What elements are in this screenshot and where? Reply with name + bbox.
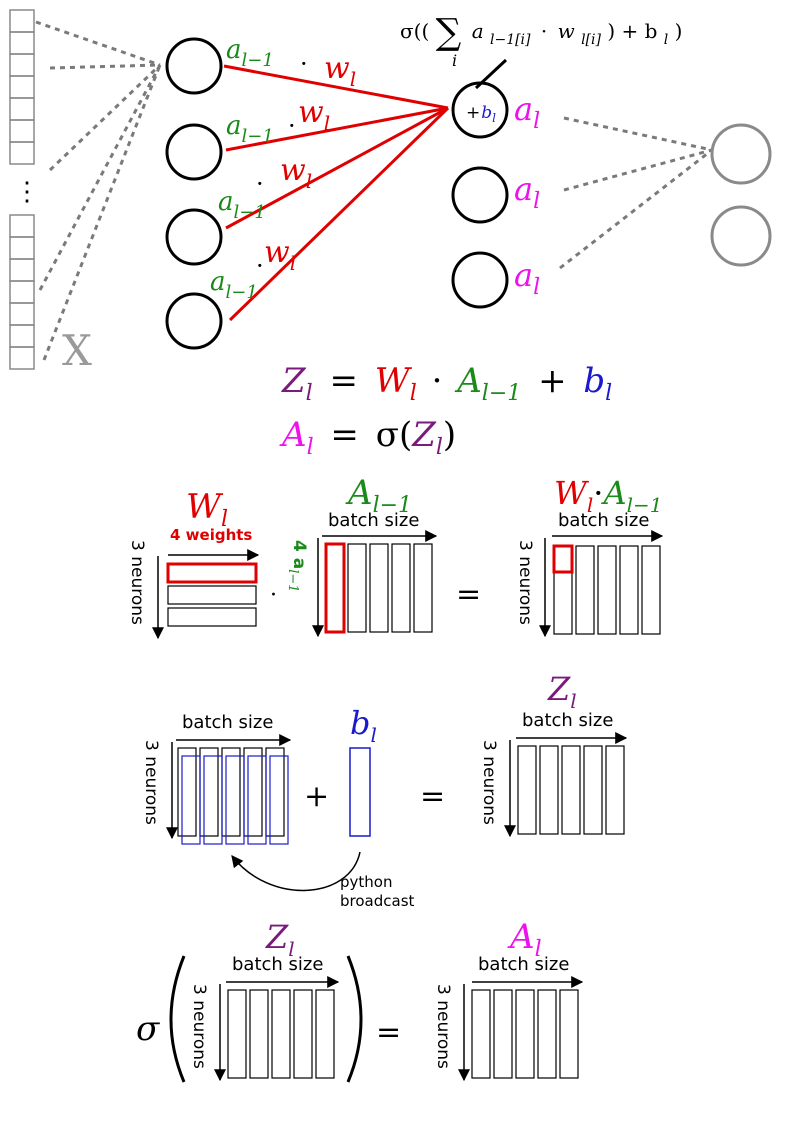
hidden-neurons-current: +bl al al al	[451, 81, 540, 309]
act-z-columns	[227, 989, 335, 1079]
w-label-1: wl	[324, 51, 356, 91]
bias-plus: +	[304, 779, 329, 814]
bias-add-section: batch size 3 neurons + bl = Zl batch siz…	[141, 670, 628, 910]
w-label-4: wl	[264, 235, 296, 275]
w-row-3	[167, 607, 257, 627]
sigma-symbol: σ	[136, 1009, 160, 1049]
w-row-2	[167, 585, 257, 605]
a-matrix-label: Al−1	[345, 473, 412, 518]
hidden-neurons-prev	[165, 37, 223, 350]
act-z-label: Zl	[265, 918, 295, 961]
a-batch-label: batch size	[328, 510, 419, 531]
bias-neurons-label: 3 neurons	[141, 740, 161, 825]
bias-vector	[349, 747, 371, 837]
a-col-3	[369, 543, 389, 633]
input-cells-top	[9, 9, 35, 165]
input-ellipsis: ⋮	[14, 177, 40, 207]
output-connections	[559, 116, 713, 270]
matmul-dot: ·	[270, 583, 277, 608]
neuron-prev-2	[165, 123, 223, 181]
act-a-neurons-label: 3 neurons	[433, 984, 453, 1069]
output-neuron-2	[710, 205, 772, 267]
input-cells-bottom	[9, 214, 35, 370]
right-paren	[346, 955, 363, 1083]
result-neurons-label: 3 neurons	[515, 540, 535, 625]
matmul-equals: =	[456, 577, 481, 612]
input-connections	[35, 20, 162, 361]
act-a-label: Al	[507, 917, 542, 962]
output-neuron-1	[710, 123, 772, 185]
sum-index: i	[452, 51, 457, 70]
activation-section: σ Zl batch size 3 neurons = Al batch siz…	[136, 917, 584, 1083]
neuron-bias-label: +bl	[466, 103, 496, 125]
neuron-prev-3	[165, 208, 223, 266]
act-a-columns	[471, 989, 579, 1079]
sigma-formula: σ(( ∑ a l−1[i] · w l[i] ) + b l )	[400, 12, 682, 53]
broadcast-arrow	[231, 851, 361, 892]
broadcast-bias-columns	[181, 755, 289, 845]
w-matrix-label: Wl	[186, 487, 228, 532]
a-prev-label-1: al−1	[226, 35, 274, 71]
dot-1: ·	[300, 50, 308, 78]
z-neurons-label: 3 neurons	[479, 740, 499, 825]
result-col-3	[597, 545, 617, 635]
equation-a: Al = σ(Zl)	[279, 415, 456, 463]
act-z-neurons-label: 3 neurons	[189, 984, 209, 1069]
dot-4: ·	[256, 252, 264, 280]
output-neurons	[710, 123, 772, 267]
weight-connections	[223, 64, 450, 322]
z-result-label: Zl	[547, 670, 577, 713]
dot-2: ·	[288, 112, 296, 140]
result-col-5	[641, 545, 661, 635]
a-rows-label: 4 al−1	[285, 540, 309, 593]
left-paren	[169, 955, 186, 1083]
result-cell-highlight	[552, 544, 574, 574]
weights-count-label: 4 weights	[170, 526, 252, 544]
act-equals: =	[376, 1015, 401, 1050]
z-result-columns	[517, 745, 625, 835]
result-label: Wl·Al−1	[554, 474, 662, 517]
result-batch-label: batch size	[558, 510, 649, 531]
w-row-1	[166, 562, 258, 584]
input-label-x: X	[62, 326, 92, 375]
neuron-current-3	[451, 251, 509, 309]
result-col-4	[619, 545, 639, 635]
formula-pointer	[474, 58, 508, 90]
act-z-batch-label: batch size	[232, 954, 323, 975]
w-label-3: wl	[280, 153, 312, 193]
bias-batch-label: batch size	[182, 712, 273, 733]
result-col-2	[575, 545, 595, 635]
neuron-prev-4	[165, 292, 223, 350]
w-neurons-label: 3 neurons	[127, 540, 147, 625]
z-batch-label: batch size	[522, 710, 613, 731]
a-col-2	[347, 543, 367, 633]
wa-product-columns	[177, 747, 285, 837]
broadcast-label: python broadcast	[340, 873, 415, 910]
bias-equals: =	[420, 779, 445, 814]
a-prev-label-2: al−1	[226, 111, 274, 147]
a-col-5	[413, 543, 433, 633]
a-prev-label-3: al−1	[218, 187, 266, 223]
a-out-label-2: al	[514, 170, 540, 214]
dot-3: ·	[256, 170, 264, 198]
neuron-prev-1	[165, 37, 223, 95]
matmul-section: Wl 4 weights 3 neurons · Al−1 batch size…	[127, 473, 664, 640]
a-prev-label-4: al−1	[210, 267, 258, 303]
a-out-label-3: al	[514, 256, 540, 300]
neuron-current-2	[451, 166, 509, 224]
edge-labels: al−1 · wl al−1 · wl · wl al−1 · wl al−1	[210, 35, 356, 303]
w-label-2: wl	[298, 95, 330, 135]
equation-z: Zl = Wl · Al−1 + bl	[281, 361, 612, 409]
result-col-1	[553, 545, 573, 635]
a-col-1	[324, 542, 346, 634]
act-a-batch-label: batch size	[478, 954, 569, 975]
a-out-label-1: al	[514, 90, 540, 134]
bias-vector-label: bl	[350, 704, 377, 747]
input-vector: ⋮ X	[9, 9, 92, 375]
a-col-4	[391, 543, 411, 633]
